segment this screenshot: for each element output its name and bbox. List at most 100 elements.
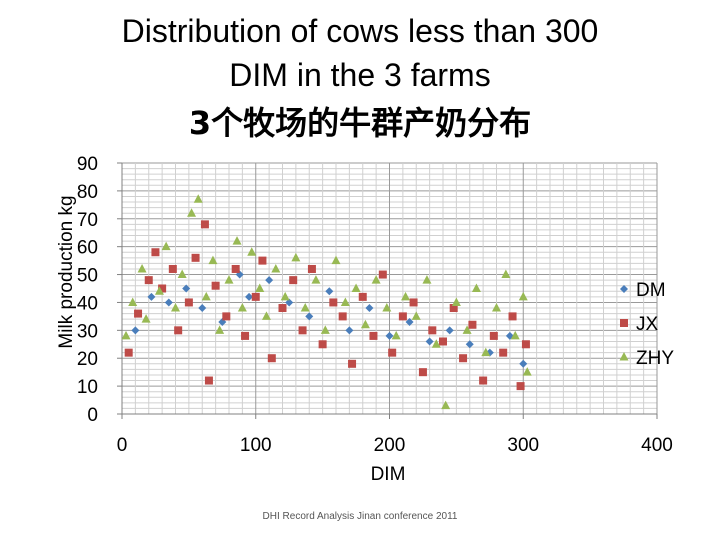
- data-point: [211, 281, 220, 290]
- data-point: [177, 269, 187, 279]
- data-point: [198, 304, 207, 313]
- data-point: [325, 287, 334, 296]
- y-tick-label: 0: [87, 405, 98, 426]
- data-point: [261, 311, 271, 320]
- y-tick-label: 80: [77, 182, 98, 203]
- data-point: [137, 263, 147, 273]
- data-point: [371, 275, 381, 284]
- axes: [117, 162, 658, 419]
- data-point: [365, 304, 374, 313]
- data-point: [124, 348, 133, 357]
- data-point: [271, 263, 281, 273]
- data-point: [499, 348, 508, 357]
- data-point: [459, 354, 468, 363]
- data-point: [439, 337, 447, 346]
- data-point: [508, 312, 517, 321]
- y-tick-label: 90: [77, 154, 98, 175]
- data-point: [348, 359, 357, 368]
- y-tick-label: 40: [77, 293, 98, 314]
- data-point: [201, 291, 211, 301]
- data-point: [245, 292, 254, 301]
- data-point: [232, 236, 242, 245]
- data-point: [164, 298, 173, 307]
- gridlines: [121, 162, 658, 415]
- data-point: [351, 283, 361, 292]
- data-point: [422, 275, 432, 284]
- data-point: [501, 269, 511, 279]
- data-point: [445, 326, 454, 335]
- legend-item-zhy: ZHY: [619, 348, 674, 369]
- data-point: [285, 298, 294, 307]
- data-point: [215, 325, 225, 334]
- data-point: [291, 252, 301, 262]
- legend-label: ZHY: [636, 348, 674, 369]
- data-point: [158, 284, 167, 293]
- data-point: [311, 275, 321, 284]
- data-point: [441, 400, 451, 410]
- data-point: [300, 303, 310, 312]
- data-point: [519, 359, 528, 368]
- data-point: [449, 304, 458, 313]
- series-zhy: [121, 194, 532, 410]
- y-tick-label: 50: [77, 266, 98, 287]
- data-point: [305, 312, 314, 321]
- data-point: [382, 303, 392, 312]
- chart-title-line-2: DIM in the 3 farms: [229, 57, 490, 93]
- data-point: [522, 367, 532, 376]
- data-point: [278, 304, 287, 313]
- footer-text: DHI Record Analysis Jinan conference 201…: [263, 511, 458, 522]
- data-point: [131, 326, 140, 335]
- data-points: [121, 194, 532, 410]
- data-point: [289, 276, 298, 285]
- data-point: [204, 376, 213, 385]
- data-point: [191, 253, 200, 262]
- data-point: [121, 330, 131, 340]
- legend-marker: [620, 319, 628, 327]
- y-tick-label: 20: [77, 349, 98, 370]
- legend-marker: [619, 352, 629, 361]
- data-point: [465, 340, 474, 349]
- legend-item-dm: DM: [620, 280, 666, 301]
- data-point: [251, 292, 260, 301]
- legend-marker: [620, 285, 628, 293]
- chart-title: Distribution of cows less than 300 DIM i…: [122, 13, 599, 142]
- x-tick-label: 300: [507, 435, 539, 456]
- data-point: [462, 325, 472, 334]
- data-point: [516, 382, 525, 391]
- data-point: [134, 309, 143, 318]
- data-point: [510, 330, 520, 340]
- data-point: [222, 312, 231, 321]
- data-point: [168, 264, 177, 273]
- series-dm: [131, 270, 528, 368]
- data-point: [331, 255, 341, 265]
- series-jx: [124, 220, 530, 391]
- legend-label: JX: [636, 314, 659, 335]
- data-point: [154, 286, 164, 295]
- data-point: [307, 264, 316, 273]
- data-point: [184, 298, 193, 307]
- data-point: [161, 241, 171, 251]
- data-point: [241, 331, 250, 340]
- data-point: [391, 330, 401, 340]
- data-point: [345, 326, 354, 335]
- chart-title-line-3: 3个牧场的牛群产奶分布: [189, 104, 531, 142]
- data-point: [489, 331, 498, 340]
- data-point: [298, 326, 307, 335]
- data-point: [360, 319, 370, 329]
- data-point: [401, 291, 411, 301]
- data-point: [471, 283, 481, 292]
- data-point: [479, 376, 488, 385]
- y-tick-label: 70: [77, 210, 98, 231]
- y-tick-label: 10: [77, 377, 98, 398]
- data-point: [200, 220, 209, 229]
- data-point: [451, 297, 461, 306]
- data-point: [468, 320, 477, 329]
- y-tick-label: 60: [77, 238, 98, 259]
- data-point: [492, 303, 501, 312]
- legend-label: DM: [636, 280, 666, 301]
- data-point: [411, 311, 421, 320]
- data-point: [147, 292, 156, 301]
- data-point: [237, 303, 247, 312]
- data-point: [258, 256, 267, 265]
- data-point: [481, 347, 491, 357]
